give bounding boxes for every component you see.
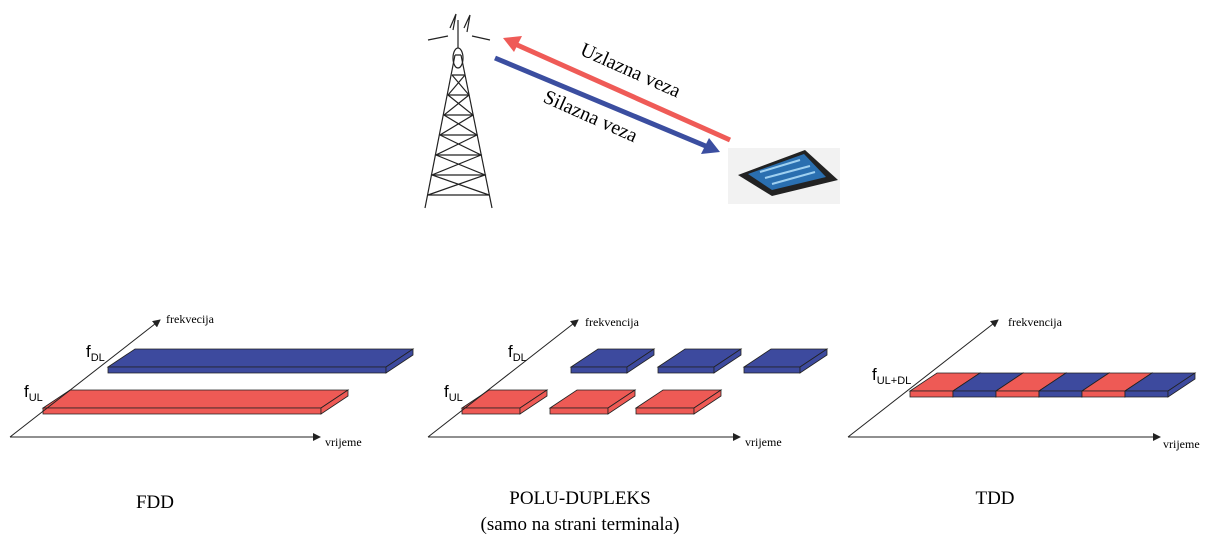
band-slab	[713, 348, 742, 374]
band-slab	[657, 366, 715, 374]
band-slab	[107, 366, 387, 374]
band-slab	[626, 348, 655, 374]
band-slab	[385, 348, 414, 374]
band-slab	[41, 389, 350, 409]
time-axis-label: vrijeme	[1163, 437, 1200, 451]
band-slab	[1038, 390, 1083, 398]
freq-axis-label: frekvencija	[585, 315, 640, 329]
downlink-arrow	[494, 55, 709, 150]
band-slab	[570, 366, 628, 374]
caption: (samo na strani terminala)	[481, 514, 680, 535]
freq-axis-label: frekvecija	[166, 312, 215, 326]
tdd-diagram	[847, 319, 1161, 441]
fdd-diagram	[9, 319, 321, 441]
tower	[424, 13, 493, 209]
band-slab	[693, 389, 722, 415]
band-slab	[1124, 390, 1169, 398]
band-slab	[320, 389, 349, 415]
time-axis-label: vrijeme	[745, 435, 782, 449]
caption: FDD	[136, 492, 174, 513]
uplink-arrow	[513, 41, 732, 143]
caption: TDD	[975, 488, 1014, 509]
bands	[41, 348, 1197, 415]
band-label: fDL	[86, 342, 105, 364]
band-slab	[549, 407, 609, 415]
band-slab	[461, 407, 521, 415]
band-slab	[519, 389, 548, 415]
freq-axis-label: frekvencija	[1008, 315, 1063, 329]
band-slab	[1081, 390, 1126, 398]
band-slab	[909, 390, 954, 398]
band-slab	[635, 407, 695, 415]
band-label: fDL	[508, 342, 527, 364]
band-slab	[952, 390, 997, 398]
uplink-arrow-head	[503, 36, 522, 52]
band-label: fUL	[24, 382, 43, 404]
band-slab	[607, 389, 636, 415]
caption: POLU-DUPLEKS	[509, 488, 650, 509]
time-axis-label: vrijeme	[325, 435, 362, 449]
band-label: fUL	[444, 382, 463, 404]
band-label: fUL+DL	[872, 365, 911, 387]
band-slab	[42, 407, 322, 415]
band-slab	[1167, 372, 1196, 398]
band-slab	[743, 366, 801, 374]
band-slab	[106, 348, 415, 368]
phone	[728, 148, 840, 204]
downlink-arrow-head	[701, 138, 720, 154]
band-slab	[799, 348, 828, 374]
band-slab	[995, 390, 1040, 398]
half-duplex-diagram	[427, 319, 741, 441]
